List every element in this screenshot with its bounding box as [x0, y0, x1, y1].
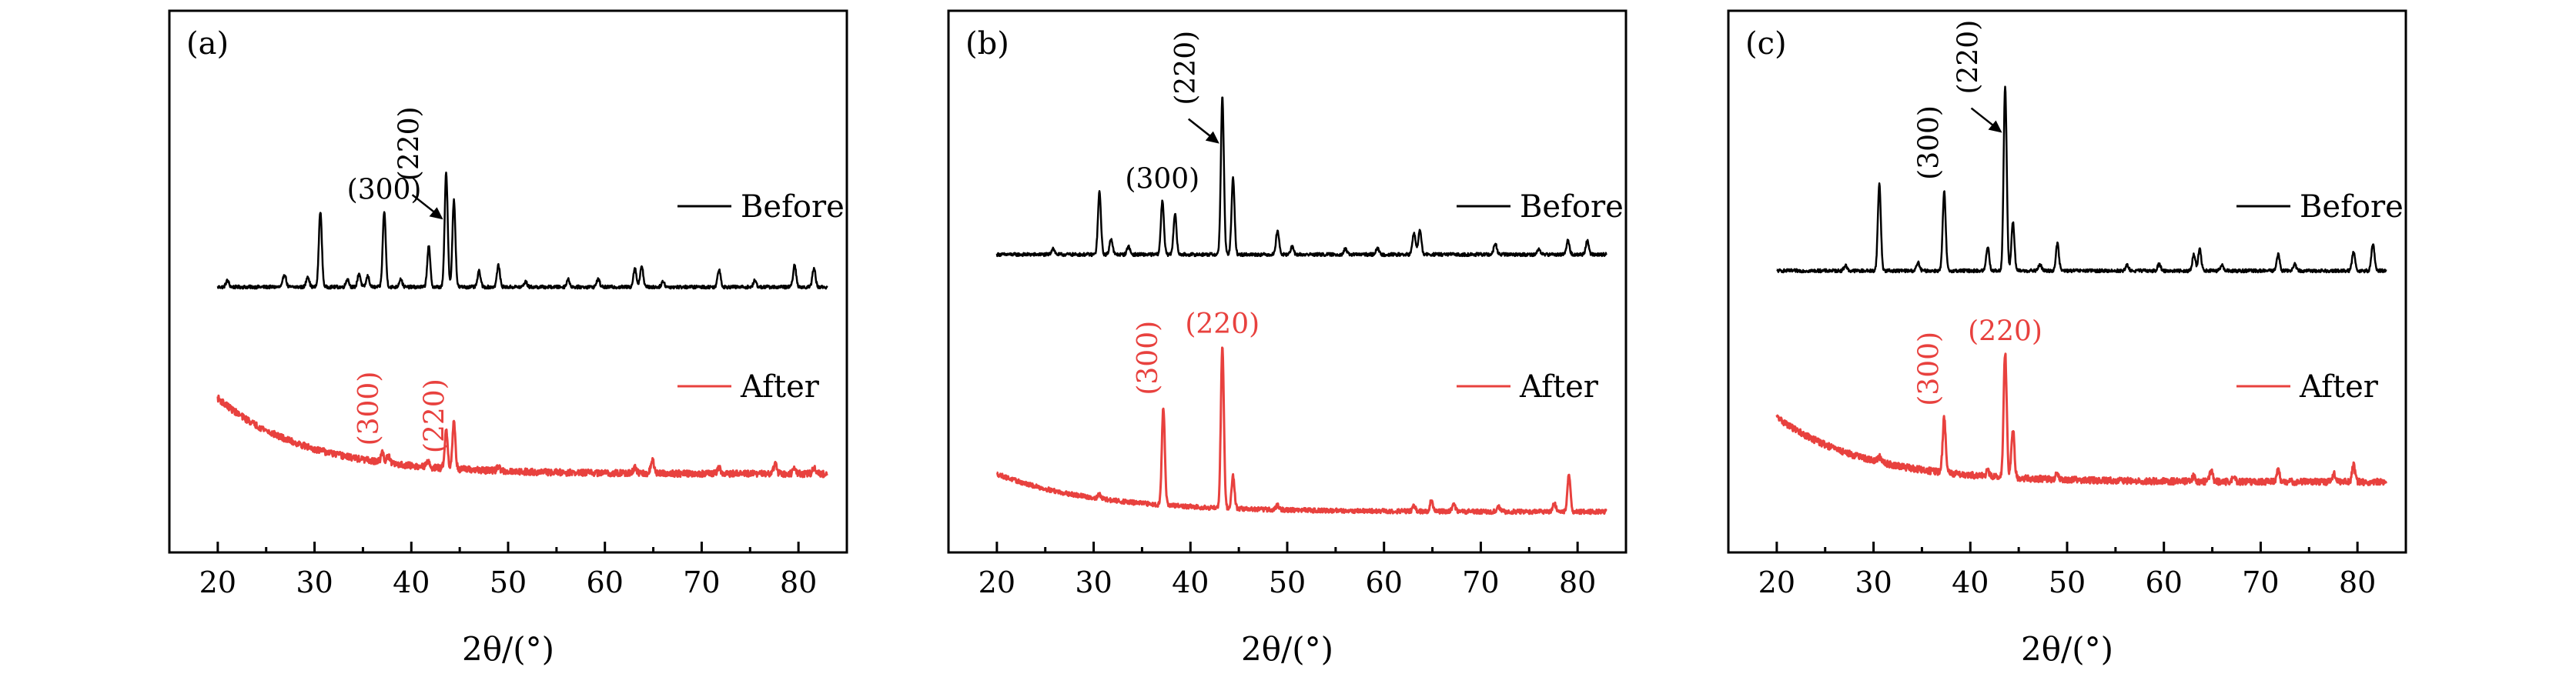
series-line-after	[216, 394, 828, 479]
x-tick-label: 40	[1952, 566, 1989, 599]
peak-annotation: (300)	[347, 174, 422, 205]
peak-annotation: (300)	[1913, 332, 1945, 406]
peak-annotation: (220)	[420, 379, 451, 453]
peak-annotation: (300)	[1132, 321, 1164, 395]
x-tick-label: 80	[2339, 566, 2376, 599]
x-tick-label: 40	[1172, 566, 1209, 599]
x-tick-label: 40	[393, 566, 430, 599]
x-tick-label: 20	[979, 566, 1015, 599]
series-line-before	[995, 96, 1607, 258]
legend-label: Before	[741, 189, 845, 225]
x-tick-label: 20	[1758, 566, 1795, 599]
series-line-after	[995, 346, 1607, 516]
panel-c: (c) 2θ/(°) 20 30 40 50 60 70 80 Before After (3…	[1727, 9, 2407, 668]
series-line-after	[1775, 352, 2387, 487]
x-tick-label: 20	[199, 566, 236, 599]
x-tick-label: 50	[2049, 566, 2086, 599]
peak-annotation: (220)	[1170, 31, 1202, 105]
annotation-arrowhead	[429, 207, 443, 220]
x-tick-label: 70	[683, 566, 720, 599]
panel-label: (c)	[1745, 26, 1787, 62]
x-tick-label: 80	[780, 566, 817, 599]
peak-annotation: (220)	[394, 106, 426, 181]
peak-annotation: (300)	[1125, 163, 1199, 195]
x-tick-label: 30	[296, 566, 333, 599]
x-axis-label: 2θ/(°)	[2021, 630, 2113, 668]
legend-label: Before	[2300, 189, 2404, 225]
x-tick-label: 70	[1462, 566, 1499, 599]
legend-label: Before	[1520, 189, 1624, 225]
x-tick-label: 50	[1269, 566, 1306, 599]
peak-annotation: (220)	[1953, 20, 1985, 95]
panel-a: (a) 2θ/(°) 20 30 40 50 60 70 80 Before After (3…	[168, 9, 848, 668]
panel-label: (a)	[186, 26, 229, 62]
legend-label: After	[740, 369, 820, 405]
series-line-before	[1776, 85, 2387, 274]
x-tick-label: 70	[2242, 566, 2279, 599]
peak-annotation: (220)	[1185, 309, 1260, 340]
x-tick-label: 30	[1855, 566, 1892, 599]
series-line-before	[216, 171, 828, 290]
peak-annotation: (220)	[1968, 315, 2042, 347]
x-tick-label: 60	[1366, 566, 1403, 599]
x-tick-label: 50	[490, 566, 527, 599]
legend-label: After	[1519, 369, 1599, 405]
x-tick-label: 60	[587, 566, 624, 599]
panel-b: (b) 2θ/(°) 20 30 40 50 60 70 80 Before After (3…	[947, 9, 1628, 668]
x-axis-label: 2θ/(°)	[1241, 630, 1333, 668]
peak-annotation: (300)	[1913, 105, 1945, 180]
x-tick-label: 30	[1075, 566, 1112, 599]
x-tick-label: 80	[1559, 566, 1596, 599]
x-axis-label: 2θ/(°)	[462, 630, 554, 668]
annotation-arrowhead	[1988, 120, 2002, 133]
peak-annotation: (300)	[353, 372, 385, 446]
plot-frame	[947, 9, 1628, 554]
legend-label: After	[2299, 369, 2379, 405]
panel-label: (b)	[965, 26, 1009, 62]
x-tick-label: 60	[2146, 566, 2183, 599]
plot-frame	[1727, 9, 2407, 554]
annotation-arrowhead	[1205, 131, 1219, 144]
